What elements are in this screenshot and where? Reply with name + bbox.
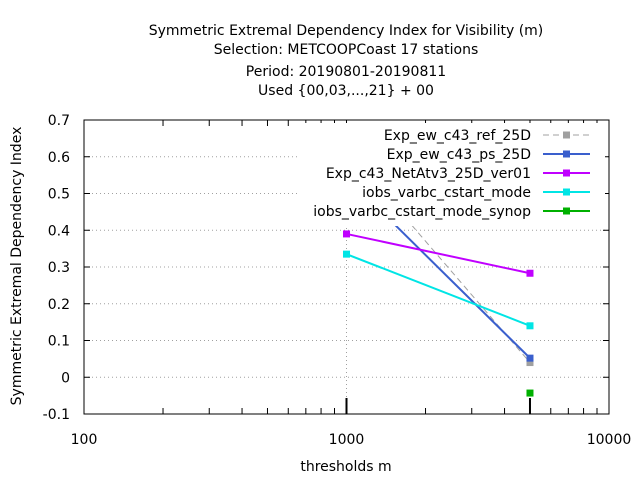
data-point — [343, 250, 350, 258]
legend-background — [300, 123, 605, 226]
data-point — [526, 354, 534, 362]
title-line-3: Period: 20190801-20190811 — [246, 64, 446, 80]
series-layer — [343, 145, 534, 397]
legend-label: Exp_ew_c43_ps_25D — [387, 147, 531, 163]
legend-swatch-marker — [563, 169, 570, 177]
chart-title: Symmetric Extremal Dependency Index for … — [149, 23, 544, 99]
y-tick-label: -0.1 — [43, 407, 70, 423]
series-line — [346, 253, 531, 327]
y-tick-label: 0.2 — [48, 297, 70, 313]
y-tick-label: 0.7 — [48, 113, 70, 129]
legend-label: iobs_varbc_cstart_mode — [362, 185, 531, 201]
axis-ticks: -0.1 0 0.1 0.2 0.3 0.4 0.5 0.6 0.7 100 1000 10000 — [43, 113, 632, 448]
legend-swatch-marker — [563, 131, 570, 139]
data-point — [526, 269, 534, 277]
x-tick-label: 1000 — [329, 432, 365, 448]
series-5 — [526, 389, 534, 397]
x-tick-label: 100 — [71, 432, 98, 448]
series-line — [346, 232, 531, 275]
data-point — [526, 322, 534, 330]
legend-label: Exp_c43_NetAtv3_25D_ver01 — [326, 166, 531, 182]
y-tick-label: 0.1 — [48, 334, 70, 350]
y-tick-label: 0.4 — [48, 223, 70, 239]
y-tick-label: 0.5 — [48, 187, 70, 203]
plot-frame — [83, 119, 610, 415]
y-axis-label: Symmetric Extremal Dependency Index — [9, 127, 25, 406]
title-line-4: Used {00,03,...,21} + 00 — [258, 83, 434, 99]
data-point — [526, 359, 534, 367]
series-4 — [343, 250, 534, 330]
y-tick-label: 0.3 — [48, 260, 70, 276]
legend-label: Exp_ew_c43_ref_25D — [384, 128, 531, 144]
legend-swatch-marker — [563, 188, 570, 196]
legend-swatch-marker — [563, 150, 570, 158]
data-point — [343, 230, 350, 238]
legend-label: iobs_varbc_cstart_mode_synop — [313, 204, 531, 220]
series-3 — [343, 230, 534, 277]
data-point — [526, 389, 534, 397]
y-tick-label: 0.6 — [48, 150, 70, 166]
title-line-1: Symmetric Extremal Dependency Index for … — [149, 23, 544, 39]
legend-swatch-marker — [563, 207, 570, 215]
x-axis-label: thresholds m — [300, 459, 391, 475]
y-tick-label: 0 — [61, 370, 70, 386]
x-tick-label: 10000 — [587, 432, 632, 448]
title-line-2: Selection: METCOOPCoast 17 stations — [214, 42, 479, 58]
legend: Exp_ew_c43_ref_25D Exp_ew_c43_ps_25D Exp_c… — [300, 123, 605, 226]
